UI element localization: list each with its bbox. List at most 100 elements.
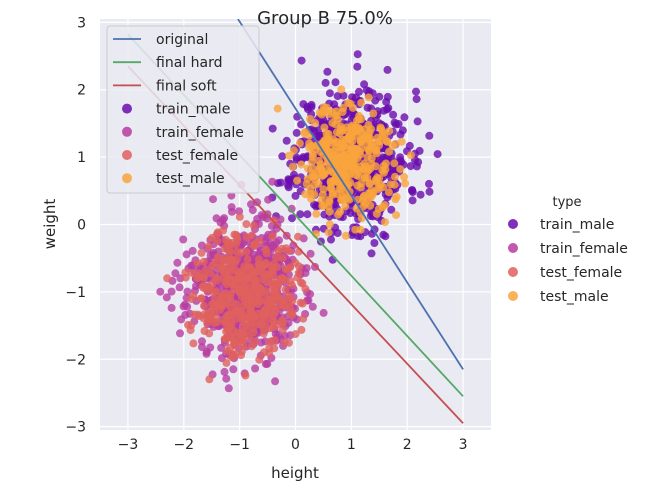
test_female-point	[225, 255, 234, 264]
test_male-point	[365, 179, 374, 188]
test_female-point	[193, 258, 202, 267]
train_male-point	[367, 249, 376, 258]
test_female-point	[213, 253, 222, 261]
test_male-point	[317, 110, 326, 119]
inner-legend-point-swatch	[122, 173, 132, 184]
test_male-point	[273, 104, 282, 113]
train_male-point	[310, 200, 319, 209]
test_female-point	[251, 337, 260, 346]
train_female-point	[162, 293, 171, 302]
test_female-point	[259, 312, 268, 321]
test_male-point	[372, 209, 381, 218]
test_male-point	[369, 109, 378, 118]
test_male-point	[366, 201, 375, 210]
test_female-point	[187, 321, 196, 330]
test_female-point	[262, 249, 271, 258]
inner-legend-point-swatch	[122, 126, 132, 137]
train_female-point	[308, 302, 317, 311]
original-line	[237, 19, 464, 370]
inner-legend: original final hard final soft train_maletr…	[106, 25, 260, 194]
test_female-point	[270, 283, 279, 292]
test_male-point	[357, 179, 366, 188]
test_female-point	[246, 298, 255, 307]
test_female-point	[237, 267, 246, 276]
train_male-point	[425, 187, 434, 196]
test_male-point	[349, 165, 358, 174]
train_female-point	[173, 258, 182, 267]
test_female-point	[245, 333, 254, 342]
test_female-point	[274, 247, 283, 256]
train_female-point	[306, 249, 315, 258]
train_male-point	[413, 117, 422, 126]
test_male-point	[288, 162, 297, 171]
train_female-point	[263, 359, 272, 368]
test_female-point	[251, 275, 260, 284]
test_female-point	[197, 248, 206, 257]
test_female-point	[263, 278, 271, 287]
train_female-point	[257, 338, 266, 347]
test_female-point	[272, 262, 281, 271]
test_female-point	[235, 288, 244, 297]
train_male-point	[353, 62, 362, 71]
test_male-point	[357, 98, 366, 107]
test_male-point	[400, 173, 409, 181]
test_female-point	[200, 301, 208, 310]
test_female-point	[237, 347, 246, 356]
x-tick-label: 1	[347, 437, 356, 453]
test_female-point	[231, 240, 240, 249]
test_female-point	[294, 232, 302, 241]
test_male-point	[325, 207, 334, 216]
test_female-point	[225, 239, 234, 248]
train_female-point	[167, 303, 176, 312]
train_female-point	[264, 195, 273, 204]
test_female-point	[219, 226, 228, 235]
test_male-point	[368, 190, 377, 199]
test_female-point	[253, 282, 262, 291]
test_female-point	[232, 255, 241, 264]
test_female-point	[222, 358, 231, 367]
train_male-point	[425, 131, 434, 140]
train_female-point	[217, 343, 226, 352]
test_female-point	[200, 310, 209, 319]
train_male-point	[383, 92, 392, 101]
test_male-point	[340, 151, 348, 160]
test_female-point	[187, 268, 196, 277]
test_female-point	[291, 330, 300, 339]
test_female-point	[297, 278, 305, 287]
test_female-point	[220, 244, 229, 253]
test_male-point	[318, 202, 327, 210]
train_male-point	[397, 157, 406, 166]
test_male-point	[391, 140, 400, 148]
test_female-point	[244, 292, 253, 301]
test_male-point	[319, 171, 328, 179]
test_female-point	[285, 302, 294, 311]
test_male-point	[336, 207, 345, 216]
test_female-point	[270, 344, 279, 353]
test_male-point	[335, 129, 344, 138]
inner-legend-label: test_female	[156, 148, 238, 164]
train_male-point	[408, 196, 417, 205]
x-tick-label: −3	[118, 437, 139, 453]
test_male-point	[390, 159, 399, 168]
y-tick-label: 2	[77, 83, 86, 99]
inner-legend-label: train_female	[156, 125, 244, 141]
test_male-point	[384, 188, 393, 197]
test_male-point	[373, 185, 382, 193]
x-tick-label: 0	[291, 437, 300, 453]
test_female-point	[231, 277, 240, 286]
train_male-point	[297, 120, 306, 129]
test_male-point	[361, 162, 370, 171]
test_male-point	[341, 231, 350, 240]
outer-legend-swatch	[508, 291, 518, 301]
y-tick-label: 0	[77, 218, 86, 234]
outer-legend-label: test_male	[540, 289, 609, 305]
train_male-point	[415, 146, 424, 155]
test_male-point	[390, 180, 399, 189]
train_female-point	[227, 191, 236, 200]
test_male-point	[285, 151, 294, 160]
test_male-point	[353, 145, 361, 153]
test_male-point	[325, 147, 334, 156]
test_male-point	[346, 99, 355, 108]
train_male-point	[398, 126, 407, 135]
